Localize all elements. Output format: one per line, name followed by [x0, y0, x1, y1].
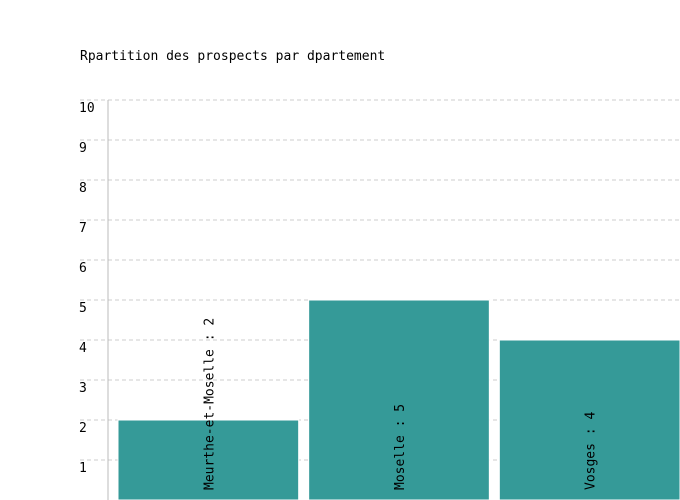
y-axis: 1 2 3 4 5 6 7 8 9 10	[79, 100, 109, 500]
bar-data-label: Vosges : 4	[584, 412, 599, 490]
bar-vosges	[498, 339, 680, 500]
y-tick-label: 1	[79, 461, 87, 476]
y-tick-label: 9	[79, 141, 87, 156]
y-tick-label: 3	[79, 381, 87, 396]
y-tick-label: 8	[79, 181, 87, 196]
bar-data-label: Moselle : 5	[393, 404, 408, 490]
y-tick-label: 4	[79, 341, 87, 356]
y-tick-label: 6	[79, 261, 87, 276]
y-tick-label: 10	[79, 101, 95, 116]
bar-data-label: Meurthe-et-Moselle : 2	[202, 318, 217, 490]
chart-title: Rpartition des prospects par dpartement	[80, 49, 386, 64]
y-tick-label: 2	[79, 421, 87, 436]
bars	[117, 299, 680, 500]
bar-meurthe-et-moselle	[117, 419, 300, 500]
bar-labels: Meurthe-et-Moselle : 2 Moselle : 5 Vosges …	[202, 318, 598, 490]
bar-moselle	[308, 299, 490, 500]
y-tick-label: 5	[79, 301, 87, 316]
y-tick-label: 7	[79, 221, 87, 236]
